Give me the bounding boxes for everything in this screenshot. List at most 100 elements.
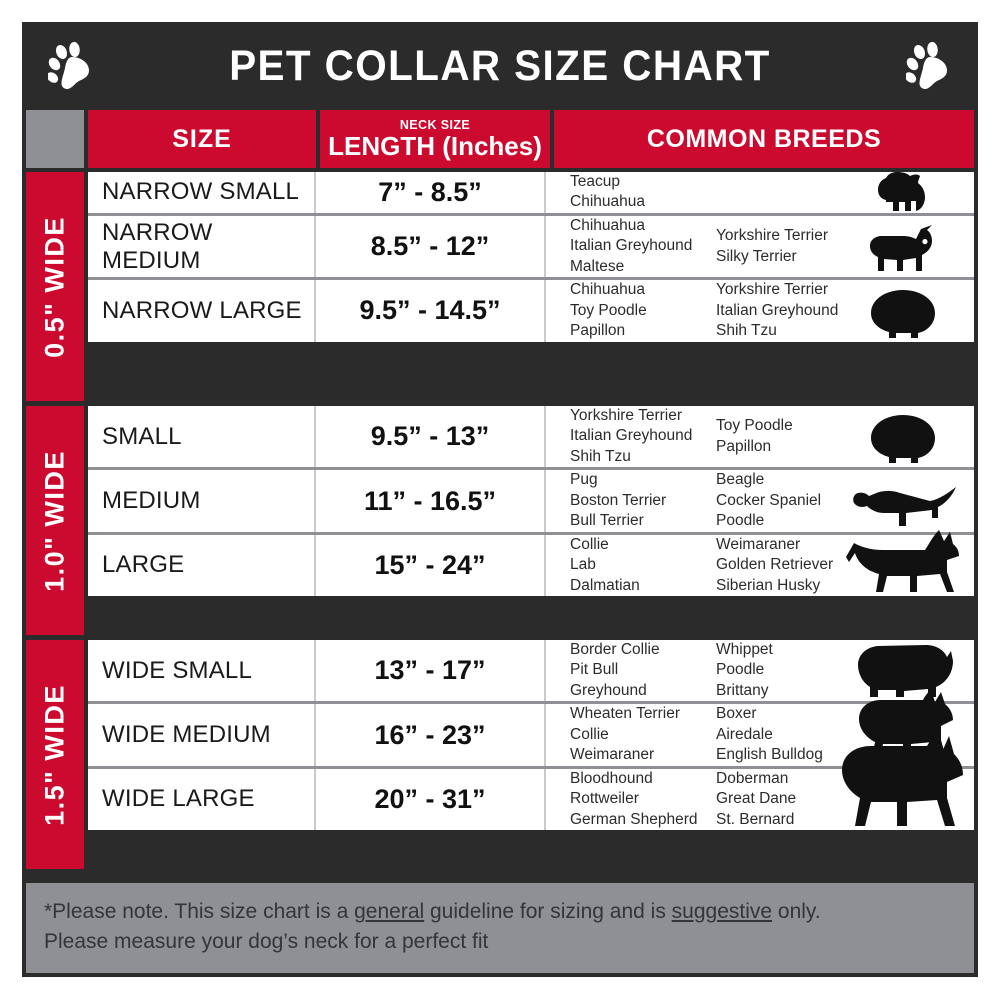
table-row[interactable]: WIDE SMALL 13” - 17” Border Collie Pit Bull… <box>88 640 974 705</box>
breed-name: Italian Greyhound <box>570 237 693 255</box>
breed-name: Chihuahua <box>570 281 645 299</box>
breed-name: Whippet <box>716 641 773 658</box>
breed-name: Shih Tzu <box>716 322 777 340</box>
cell-neck-length: 15” - 24” <box>316 534 546 597</box>
breed-name: Italian Greyhound <box>570 427 693 445</box>
size-group: 1.5" WIDE WIDE SMALL 13” - 17” Border Colli… <box>26 640 974 869</box>
cell-common-breeds: Border Collie Pit Bull Greyhound Whippet Poo… <box>546 640 974 701</box>
table-row[interactable]: WIDE LARGE 20” - 31” Bloodhound Rottweiler G… <box>88 734 974 831</box>
breed-name: St. Bernard <box>716 810 795 828</box>
breed-column-1: Chihuahua Toy Poodle Papillon <box>570 280 716 341</box>
cell-size: WIDE SMALL <box>88 640 316 702</box>
footer-line-2: Please measure your dog’s neck for a per… <box>44 930 489 954</box>
breed-column-1: Pug Boston Terrier Bull Terrier <box>570 470 716 531</box>
header-cell-band <box>26 110 84 168</box>
breed-name: Border Collie <box>570 641 660 658</box>
breed-column-1: Bloodhound Rottweiler German Shepherd <box>570 769 716 830</box>
size-group: 0.5" WIDE NARROW SMALL 7” - 8.5” Teacup Chih… <box>26 171 974 401</box>
breed-column-2: Boxer Airedale English Bulldog <box>716 704 866 765</box>
table-row[interactable]: WIDE MEDIUM 16” - 23” Wheaten Terrier Colli… <box>88 689 974 769</box>
header-neck-size-label: NECK SIZE <box>399 118 471 133</box>
size-group: 1.0" WIDE SMALL 9.5” - 13” Yorkshire Terrie… <box>26 406 974 635</box>
breed-name: Toy Poodle <box>716 417 793 435</box>
cell-common-breeds: Wheaten Terrier Collie Weimaraner Boxer Aire… <box>546 689 974 765</box>
breed-name: Yorkshire Terrier <box>716 227 828 245</box>
group-band-3: 1.5" WIDE <box>26 640 84 869</box>
footer-line-1: *Please note. This size chart is a gener… <box>44 900 821 924</box>
breed-name: Brittany <box>716 681 769 699</box>
cell-size: NARROW SMALL <box>88 172 316 213</box>
cell-neck-length: 16” - 23” <box>316 704 546 766</box>
chart-header: PET COLLAR SIZE CHART <box>22 22 978 110</box>
cell-neck-length: 9.5” - 14.5” <box>316 280 546 342</box>
group-rows: NARROW SMALL 7” - 8.5” Teacup Chihuahua NARR… <box>88 171 974 401</box>
size-table: SIZE NECK SIZE LENGTH (Inches) COMMON BR… <box>22 110 978 879</box>
breed-name: Poodle <box>716 661 765 679</box>
breed-name: Silky Terrier <box>716 247 797 265</box>
breed-name: Italian Greyhound <box>716 301 839 319</box>
breed-name: Collie <box>570 725 609 743</box>
breed-name: Weimaraner <box>716 535 801 553</box>
breed-column-1: Border Collie Pit Bull Greyhound <box>570 640 716 701</box>
breed-name: Maltese <box>570 257 625 275</box>
breed-column-1: Collie Lab Dalmatian <box>570 535 716 596</box>
table-row[interactable]: MEDIUM 11” - 16.5” Pug Boston Terrier Bull T… <box>88 470 974 535</box>
breed-name: Lab <box>570 556 596 574</box>
breed-name: Bloodhound <box>570 769 653 787</box>
header-cell-breeds: COMMON BREEDS <box>554 110 974 168</box>
breed-name: German Shepherd <box>570 810 698 828</box>
breed-name: Rottweiler <box>570 790 639 808</box>
cell-neck-length: 7” - 8.5” <box>316 172 546 213</box>
breed-name: Beagle <box>716 471 765 489</box>
pet-collar-size-chart: PET COLLAR SIZE CHART SIZE NECK SIZE LEN… <box>22 22 978 977</box>
breed-name: Pug <box>570 471 598 489</box>
table-row[interactable]: NARROW LARGE 9.5” - 14.5” Chihuahua Toy Poo… <box>88 280 974 342</box>
breed-name: Boxer <box>716 705 757 723</box>
cell-neck-length: 9.5” - 13” <box>316 406 546 468</box>
breed-column-2: Beagle Cocker Spaniel Poodle <box>716 470 866 531</box>
cell-size: NARROW LARGE <box>88 280 316 342</box>
cell-common-breeds: Pug Boston Terrier Bull Terrier Beagle Cocke… <box>546 470 974 531</box>
cell-size: WIDE LARGE <box>88 768 316 831</box>
cell-common-breeds: Chihuahua Toy Poodle Papillon Yorkshire Ter… <box>546 280 974 341</box>
breed-name: Boston Terrier <box>570 491 667 509</box>
group-band-1: 0.5" WIDE <box>26 172 84 401</box>
cell-common-breeds: Collie Lab Dalmatian Weimaraner Golden Retri… <box>546 530 974 596</box>
breed-name: Poodle <box>716 512 765 530</box>
group-band-label: 1.5" WIDE <box>39 683 70 826</box>
breed-column-1: Chihuahua Italian Greyhound Maltese <box>570 216 716 277</box>
group-rows: WIDE SMALL 13” - 17” Border Collie Pit Bull… <box>88 640 974 869</box>
cell-neck-length: 8.5” - 12” <box>316 215 546 278</box>
cell-common-breeds: Bloodhound Rottweiler German Shepherd Dober… <box>546 734 974 830</box>
breed-name: Airedale <box>716 725 773 743</box>
breed-column-1: Wheaten Terrier Collie Weimaraner <box>570 704 716 765</box>
cell-size: WIDE MEDIUM <box>88 704 316 766</box>
breed-name: Great Dane <box>716 790 797 808</box>
breed-name: English Bulldog <box>716 746 823 764</box>
breed-column-2: Doberman Great Dane St. Bernard <box>716 769 866 830</box>
breed-name: Chihuahua <box>570 216 645 234</box>
table-row[interactable]: LARGE 15” - 24” Collie Lab Dalmatian Weimaran… <box>88 530 974 597</box>
group-rows: SMALL 9.5” - 13” Yorkshire Terrier Italian … <box>88 406 974 635</box>
breed-name: Toy Poodle <box>570 301 647 319</box>
breed-name: Bull Terrier <box>570 512 644 530</box>
breed-column-1: Teacup Chihuahua <box>570 172 716 213</box>
breed-name: Pit Bull <box>570 661 619 679</box>
breed-column-1: Yorkshire Terrier Italian Greyhound Shih T… <box>570 406 716 467</box>
table-row[interactable]: NARROW MEDIUM 8.5” - 12” Chihuahua Italian … <box>88 215 974 281</box>
table-row[interactable]: SMALL 9.5” - 13” Yorkshire Terrier Italian … <box>88 406 974 471</box>
table-row[interactable]: NARROW SMALL 7” - 8.5” Teacup Chihuahua <box>88 171 974 216</box>
breed-column-2: Toy Poodle Papillon <box>716 416 866 457</box>
breed-name: Cocker Spaniel <box>716 491 822 509</box>
breed-name: Doberman <box>716 769 789 787</box>
breed-name: Papillon <box>716 437 772 455</box>
breed-name: Yorkshire Terrier <box>716 281 828 299</box>
breed-column-2: Yorkshire Terrier Silky Terrier <box>716 226 866 267</box>
breed-name: Teacup <box>570 173 620 190</box>
cell-common-breeds: Yorkshire Terrier Italian Greyhound Shih T… <box>546 406 974 467</box>
header-cell-length: NECK SIZE LENGTH (Inches) <box>320 110 550 168</box>
cell-size: LARGE <box>88 534 316 597</box>
header-length-label: LENGTH (Inches) <box>328 130 542 161</box>
cell-size: SMALL <box>88 406 316 468</box>
breed-name: Papillon <box>570 322 626 340</box>
